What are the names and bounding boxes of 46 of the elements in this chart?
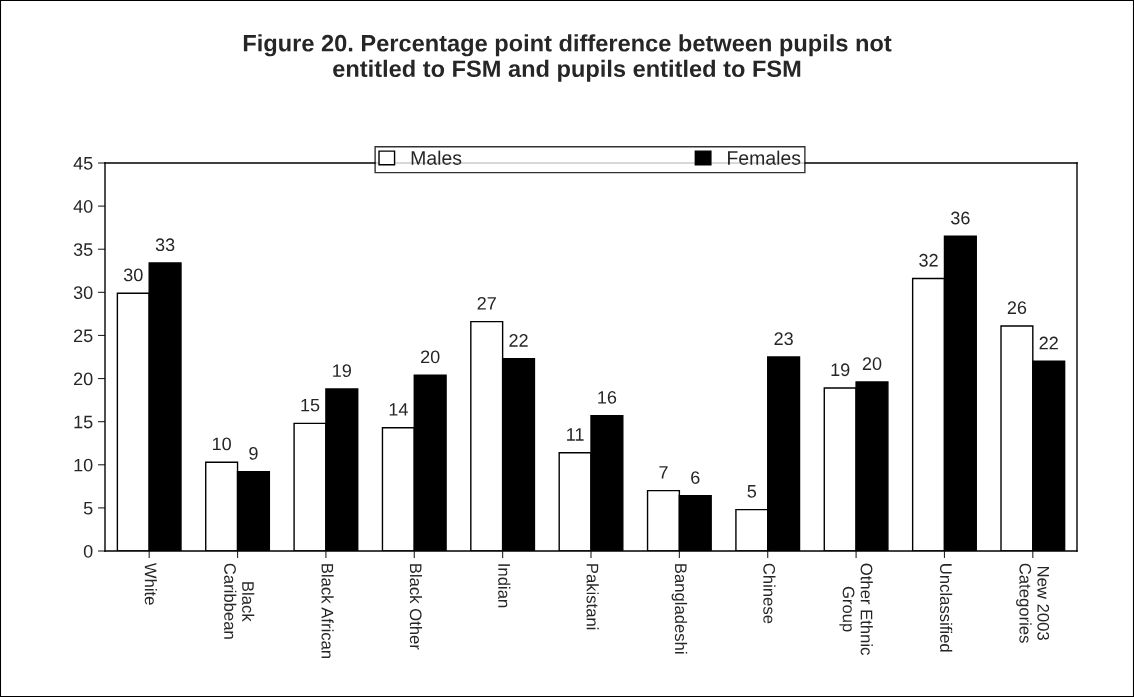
data-label: 22	[1039, 336, 1058, 350]
data-label: 32	[919, 253, 938, 267]
chart-title: Figure 20. Percentage point difference between pupils not entitled to FSM and pupils entitled to FSM	[243, 34, 892, 82]
x-tick-label: Black African	[321, 564, 334, 659]
x-tick-label: New 2003 Categories	[1016, 563, 1050, 643]
data-label: 10	[212, 437, 231, 451]
data-label: 33	[155, 238, 175, 252]
data-label: 15	[301, 398, 320, 412]
y-tick-label: 20	[74, 372, 93, 386]
y-tick-label: 5	[83, 502, 93, 515]
x-tick-label: Other Ethnic Group	[839, 563, 873, 655]
data-label: 5	[747, 485, 757, 498]
data-label: 11	[567, 428, 584, 441]
y-tick-label: 35	[73, 243, 93, 256]
y-tick-label: 25	[74, 329, 93, 343]
x-tick-label: Unclassified	[939, 564, 953, 652]
y-tick-label: 10	[74, 458, 93, 472]
data-label: 22	[509, 334, 528, 347]
data-label: 30	[123, 268, 143, 282]
y-tick-label: 30	[73, 286, 93, 300]
data-label: 19	[831, 363, 850, 377]
data-label: 6	[691, 471, 700, 484]
legend-label: Females	[728, 150, 801, 165]
data-label: 36	[951, 211, 970, 225]
x-tick-label: Black Other	[409, 564, 423, 650]
data-label: 19	[333, 364, 351, 377]
legend-label: Males	[411, 150, 462, 165]
data-label: 26	[1007, 301, 1027, 315]
y-tick-label: 15	[74, 415, 93, 429]
data-label: 9	[249, 446, 258, 460]
data-label: 23	[774, 332, 793, 346]
x-tick-label: White	[144, 562, 157, 605]
x-tick-label: Indian	[498, 564, 511, 608]
x-tick-label: Bangladeshi	[671, 564, 688, 654]
x-tick-label: Chinese	[763, 563, 776, 624]
data-label: 20	[421, 350, 440, 364]
y-tick-label: 40	[73, 200, 93, 213]
data-label: 27	[477, 296, 496, 310]
x-tick-label: Pakistani	[586, 564, 599, 630]
data-label: 20	[862, 357, 882, 371]
data-label: 14	[389, 403, 408, 416]
y-tick-label: 45	[73, 157, 93, 170]
data-label: 16	[598, 390, 617, 404]
data-label: 7	[659, 466, 668, 479]
y-tick-label: 0	[83, 544, 93, 558]
x-tick-label: Black Caribbean	[224, 563, 255, 639]
